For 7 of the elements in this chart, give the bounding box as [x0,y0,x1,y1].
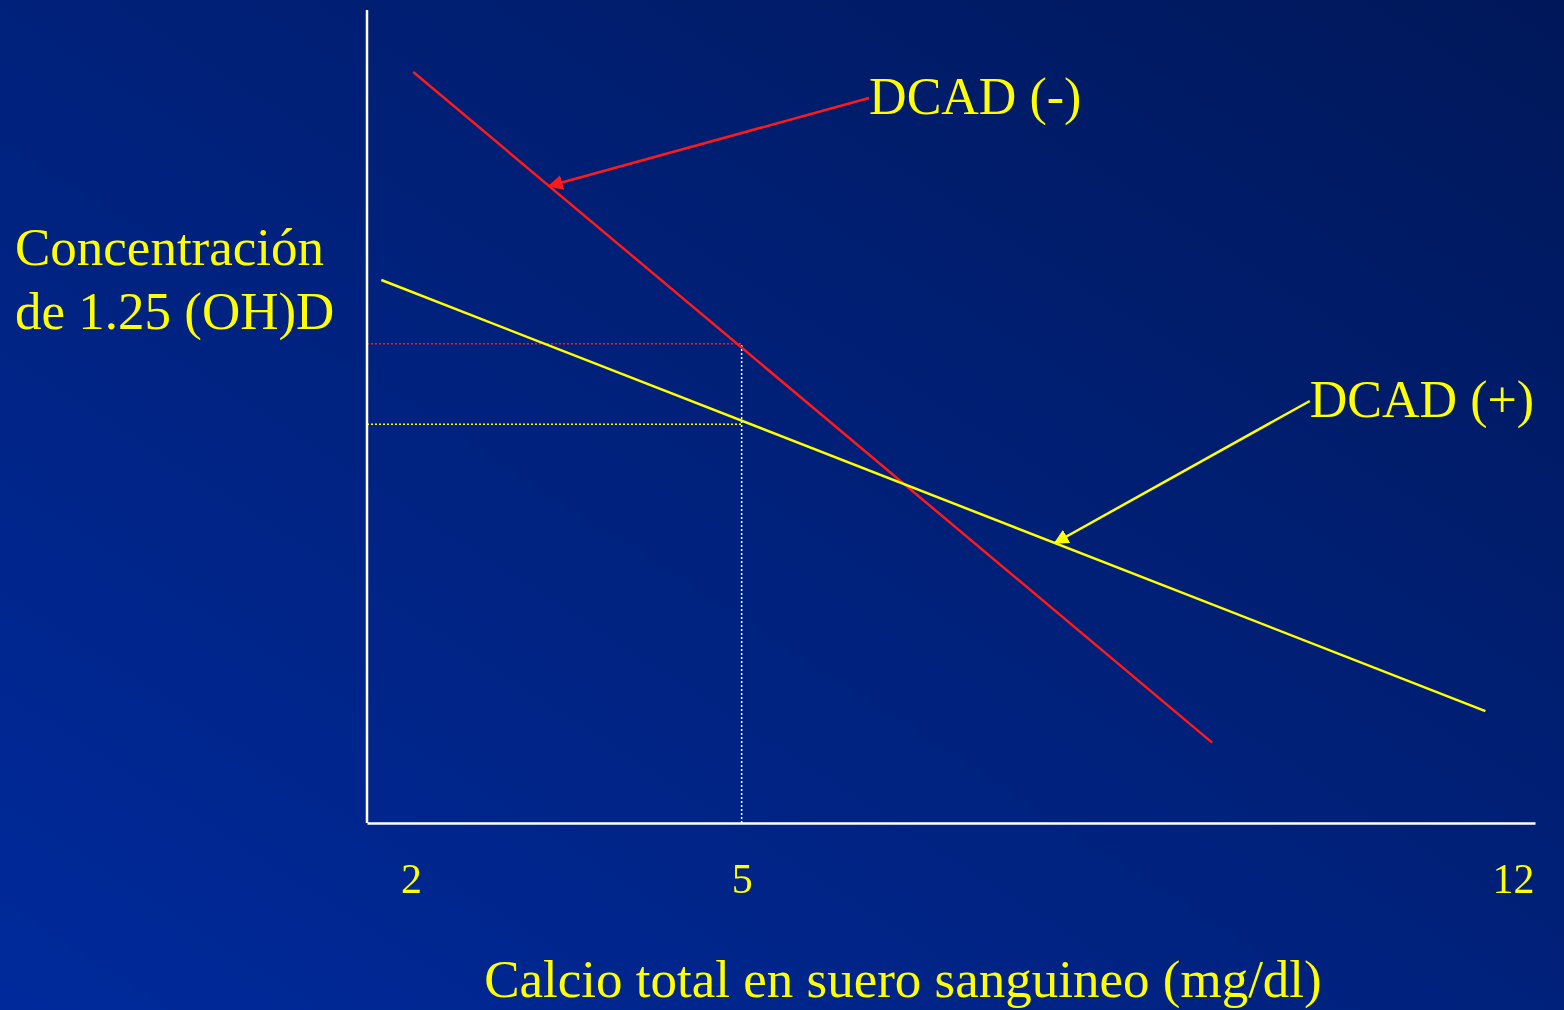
x-tick-label: 12 [1492,855,1535,902]
x-axis-title: Calcio total en suero sanguineo (mg/dl) [484,950,1322,1009]
annotation: DCAD (-) [869,68,1082,127]
x-tick-label: 2 [401,855,423,902]
annotation: DCAD (+) [1309,370,1535,429]
y-axis-title: Concentración de 1.25 (OH)D [15,218,335,341]
x-tick-label: 5 [731,855,753,902]
